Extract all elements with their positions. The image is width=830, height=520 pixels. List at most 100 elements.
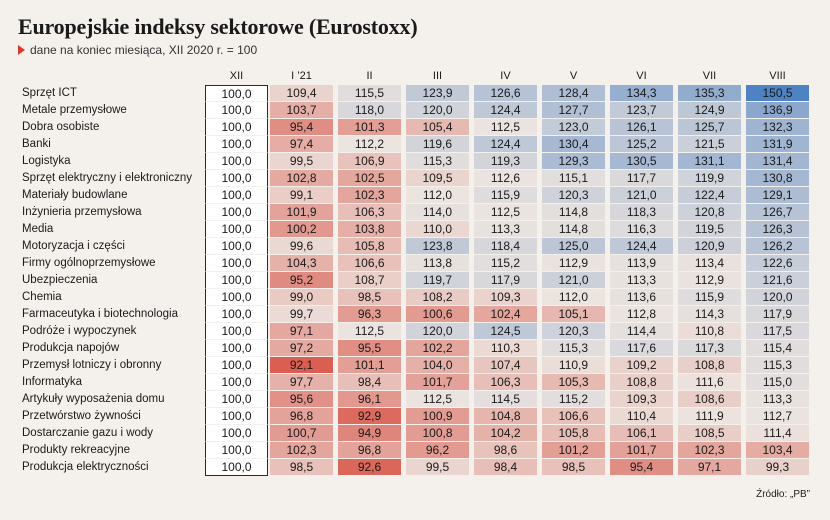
heatmap-cell: 105,4 bbox=[406, 119, 469, 136]
heatmap-cell: 119,9 bbox=[678, 170, 741, 187]
heatmap-cell: 100,6 bbox=[406, 306, 469, 323]
heatmap-cell: 113,6 bbox=[610, 289, 673, 306]
heatmap-cell: 99,6 bbox=[270, 238, 333, 255]
heatmap-cell: 105,8 bbox=[542, 425, 605, 442]
base-cell: 100,0 bbox=[205, 204, 268, 221]
heatmap-cell: 102,3 bbox=[338, 187, 401, 204]
base-cell: 100,0 bbox=[205, 119, 268, 136]
heatmap-cell: 112,6 bbox=[474, 170, 537, 187]
heatmap-cell: 130,5 bbox=[610, 153, 673, 170]
heatmap-cell: 104,8 bbox=[474, 408, 537, 425]
heatmap-cell: 134,3 bbox=[610, 85, 673, 102]
heatmap-cell: 115,9 bbox=[678, 289, 741, 306]
heatmap-cell: 117,7 bbox=[610, 170, 673, 187]
heatmap-cell: 111,9 bbox=[678, 408, 741, 425]
heatmap-cell: 101,7 bbox=[406, 374, 469, 391]
heatmap-cell: 125,7 bbox=[678, 119, 741, 136]
heatmap-cell: 101,1 bbox=[338, 357, 401, 374]
heatmap-cell: 100,7 bbox=[270, 425, 333, 442]
heatmap-cell: 101,9 bbox=[270, 204, 333, 221]
heatmap-cell: 119,6 bbox=[406, 136, 469, 153]
heatmap-cell: 105,8 bbox=[338, 238, 401, 255]
heatmap-cell: 106,3 bbox=[474, 374, 537, 391]
row-label: Produkcja napojów bbox=[22, 342, 120, 354]
heatmap-cell: 115,0 bbox=[746, 374, 809, 391]
heatmap-cell: 109,5 bbox=[406, 170, 469, 187]
row-label: Sprzęt ICT bbox=[22, 87, 77, 99]
heatmap-cell: 124,5 bbox=[474, 323, 537, 340]
heatmap-cell: 114,8 bbox=[542, 204, 605, 221]
heatmap-cell: 109,3 bbox=[610, 391, 673, 408]
heatmap-cell: 102,4 bbox=[474, 306, 537, 323]
heatmap-cell: 122,6 bbox=[746, 255, 809, 272]
heatmap-cell: 103,8 bbox=[338, 221, 401, 238]
heatmap-cell: 97,1 bbox=[270, 323, 333, 340]
heatmap-cell: 120,3 bbox=[542, 323, 605, 340]
heatmap-cell: 110,3 bbox=[474, 340, 537, 357]
base-cell: 100,0 bbox=[205, 408, 268, 425]
heatmap-cell: 112,9 bbox=[542, 255, 605, 272]
heatmap-cell: 120,0 bbox=[406, 323, 469, 340]
heatmap-cell: 115,2 bbox=[474, 255, 537, 272]
base-cell: 100,0 bbox=[205, 272, 268, 289]
heatmap-cell: 119,5 bbox=[678, 221, 741, 238]
base-cell: 100,0 bbox=[205, 255, 268, 272]
heatmap-cell: 131,1 bbox=[678, 153, 741, 170]
heatmap-cell: 109,4 bbox=[270, 85, 333, 102]
heatmap-cell: 124,4 bbox=[610, 238, 673, 255]
heatmap-cell: 118,4 bbox=[474, 238, 537, 255]
heatmap-cell: 115,3 bbox=[542, 340, 605, 357]
heatmap-cell: 102,3 bbox=[678, 442, 741, 459]
heatmap-cell: 117,6 bbox=[610, 340, 673, 357]
heatmap-cell: 95,5 bbox=[338, 340, 401, 357]
column-header: I ’21 bbox=[291, 70, 312, 82]
heatmap-cell: 99,1 bbox=[270, 187, 333, 204]
heatmap-cell: 102,3 bbox=[270, 442, 333, 459]
heatmap-cell: 117,5 bbox=[746, 323, 809, 340]
heatmap-cell: 103,4 bbox=[746, 442, 809, 459]
heatmap-cell: 99,3 bbox=[746, 459, 809, 476]
heatmap-cell: 113,9 bbox=[610, 255, 673, 272]
heatmap-cell: 99,5 bbox=[406, 459, 469, 476]
heatmap-cell: 110,4 bbox=[610, 408, 673, 425]
heatmap-cell: 97,4 bbox=[270, 136, 333, 153]
heatmap-cell: 113,3 bbox=[474, 221, 537, 238]
heatmap-cell: 98,6 bbox=[474, 442, 537, 459]
heatmap-cell: 112,0 bbox=[406, 187, 469, 204]
heatmap-cell: 101,7 bbox=[610, 442, 673, 459]
heatmap-cell: 108,5 bbox=[678, 425, 741, 442]
heatmap-cell: 106,3 bbox=[338, 204, 401, 221]
heatmap-cell: 126,6 bbox=[474, 85, 537, 102]
row-label: Artykuły wyposażenia domu bbox=[22, 393, 165, 405]
heatmap-cell: 97,1 bbox=[678, 459, 741, 476]
row-label: Informatyka bbox=[22, 376, 83, 388]
heatmap-cell: 118,3 bbox=[610, 204, 673, 221]
heatmap-cell: 114,3 bbox=[678, 306, 741, 323]
heatmap-cell: 114,8 bbox=[542, 221, 605, 238]
row-label: Sprzęt elektryczny i elektroniczny bbox=[22, 172, 193, 184]
heatmap-cell: 116,3 bbox=[610, 221, 673, 238]
base-cell: 100,0 bbox=[205, 442, 268, 459]
row-label: Metale przemysłowe bbox=[22, 104, 127, 116]
column-header: III bbox=[432, 70, 443, 82]
heatmap-cell: 96,8 bbox=[338, 442, 401, 459]
base-cell: 100,0 bbox=[205, 374, 268, 391]
heatmap-cell: 123,7 bbox=[610, 102, 673, 119]
heatmap-cell: 125,0 bbox=[542, 238, 605, 255]
row-label: Dobra osobiste bbox=[22, 121, 100, 133]
heatmap-cell: 98,4 bbox=[338, 374, 401, 391]
heatmap-cell: 92,1 bbox=[270, 357, 333, 374]
heatmap-cell: 115,1 bbox=[542, 170, 605, 187]
row-label: Motoryzacja i części bbox=[22, 240, 125, 252]
heatmap-cell: 115,4 bbox=[746, 340, 809, 357]
column-header: IV bbox=[500, 70, 511, 82]
heatmap-cell: 105,3 bbox=[542, 374, 605, 391]
heatmap-cell: 103,7 bbox=[270, 102, 333, 119]
base-cell: 100,0 bbox=[205, 85, 268, 102]
column-header: XII bbox=[229, 70, 244, 82]
base-cell: 100,0 bbox=[205, 187, 268, 204]
base-cell: 100,0 bbox=[205, 153, 268, 170]
heatmap-cell: 127,7 bbox=[542, 102, 605, 119]
row-label: Media bbox=[22, 223, 54, 235]
row-label: Dostarczanie gazu i wody bbox=[22, 427, 154, 439]
